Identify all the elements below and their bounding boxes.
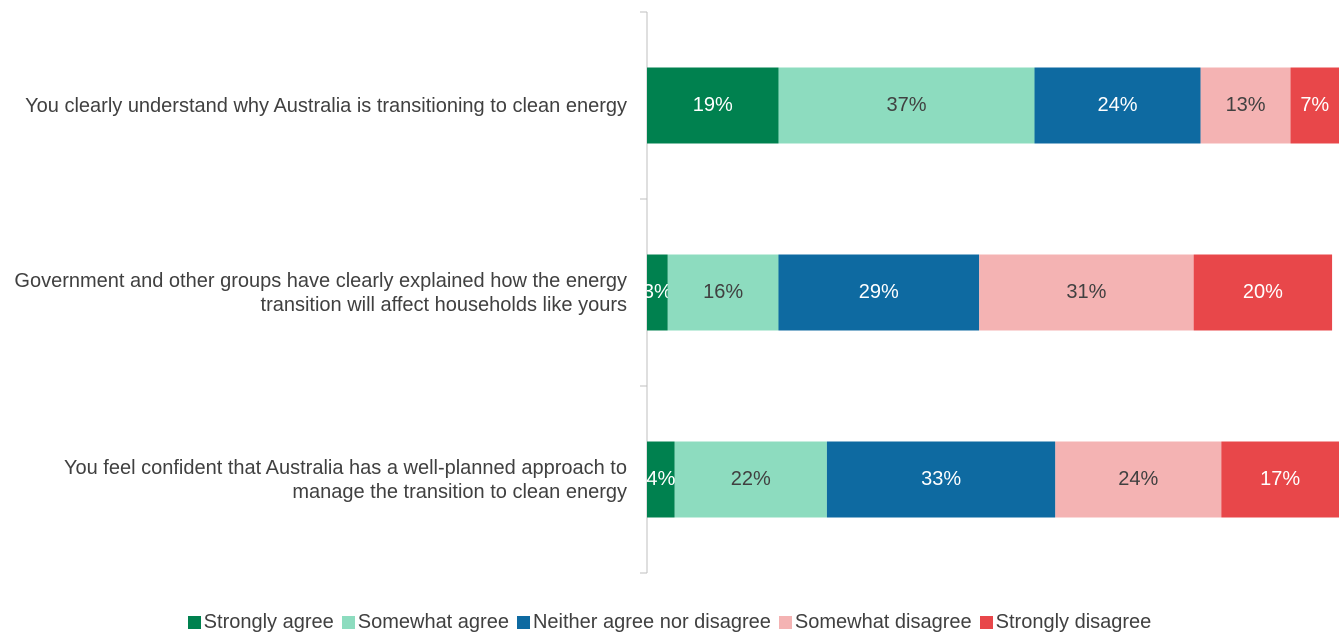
bar-segment [674,441,827,518]
bar-segment [667,254,779,331]
value-label: 16% [703,281,743,303]
value-label: 24% [1118,468,1158,490]
category-label: You feel confident that Australia has a … [64,456,627,503]
legend-item: Strongly disagree [979,611,1152,634]
legend-label: Somewhat agree [357,611,509,633]
value-label: 4% [646,468,675,490]
bar-segment [647,441,675,518]
bar-segment [778,254,980,331]
bar-segment [1200,67,1291,144]
legend-swatch [979,616,993,629]
legend-swatch [341,616,355,629]
bar-segment [1034,67,1201,144]
value-label: 3% [643,281,672,303]
bar-segment [1221,441,1339,518]
legend-item: Neither agree nor disagree [516,611,771,634]
bar-segment [1193,254,1333,331]
legend-item: Strongly agree [187,611,334,634]
value-label: 31% [1066,281,1106,303]
legend: Strongly agree Somewhat agree Neither agre… [0,611,1339,634]
legend-label: Strongly disagree [995,611,1152,633]
legend-label: Somewhat disagree [794,611,972,633]
legend-label: Strongly agree [203,611,334,633]
bar-segment [1055,441,1222,518]
legend-swatch [778,616,792,629]
legend-label: Neither agree nor disagree [532,611,771,633]
value-label: 7% [1300,94,1329,116]
bar-segment [979,254,1194,331]
value-label: 13% [1226,94,1266,116]
value-label: 22% [731,468,771,490]
bar-segment [826,441,1056,518]
value-label: 19% [693,94,733,116]
value-label: 24% [1098,94,1138,116]
category-label: You clearly understand why Australia is … [25,94,627,117]
value-label: 20% [1243,281,1283,303]
value-label: 33% [921,468,961,490]
category-label: Government and other groups have clearly… [14,269,627,316]
value-label: 29% [859,281,899,303]
bar-segment [778,67,1035,144]
legend-swatch [516,616,530,629]
legend-swatch [187,616,201,629]
legend-item: Somewhat disagree [778,611,972,634]
value-label: 37% [886,94,926,116]
bar-segment [647,67,779,144]
legend-item: Somewhat agree [341,611,509,634]
bar-segment [1290,67,1339,144]
bar-segment [647,254,668,331]
value-label: 17% [1260,468,1300,490]
